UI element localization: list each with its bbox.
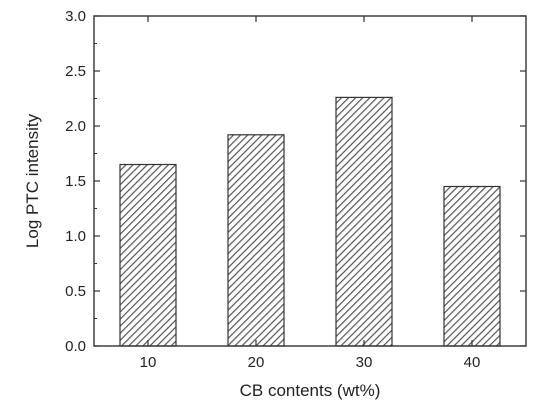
x-axis-title: CB contents (wt%) [240, 381, 381, 400]
bar-10 [119, 163, 177, 347]
y-tick-label: 2.5 [65, 63, 86, 80]
y-tick-label: 1.5 [65, 173, 86, 190]
y-tick-label: 2.0 [65, 118, 86, 135]
x-tick-label: 10 [140, 354, 157, 371]
bar-20 [227, 134, 285, 347]
bar-30 [335, 96, 393, 347]
y-axis: 0.0 0.5 1.0 1.5 2.0 2.5 3.0 [65, 8, 526, 355]
x-tick-label: 40 [464, 354, 481, 371]
x-tick-label: 30 [356, 354, 373, 371]
x-tick-label: 20 [248, 354, 265, 371]
x-axis: 10 20 30 40 [140, 16, 481, 371]
y-tick-label: 3.0 [65, 8, 86, 25]
y-axis-title: Log PTC intensity [23, 113, 42, 248]
bar-40 [443, 185, 501, 347]
y-tick-label: 0.5 [65, 283, 86, 300]
y-tick-label: 1.0 [65, 228, 86, 245]
bars-group [119, 96, 501, 347]
y-tick-label: 0.0 [65, 338, 86, 355]
